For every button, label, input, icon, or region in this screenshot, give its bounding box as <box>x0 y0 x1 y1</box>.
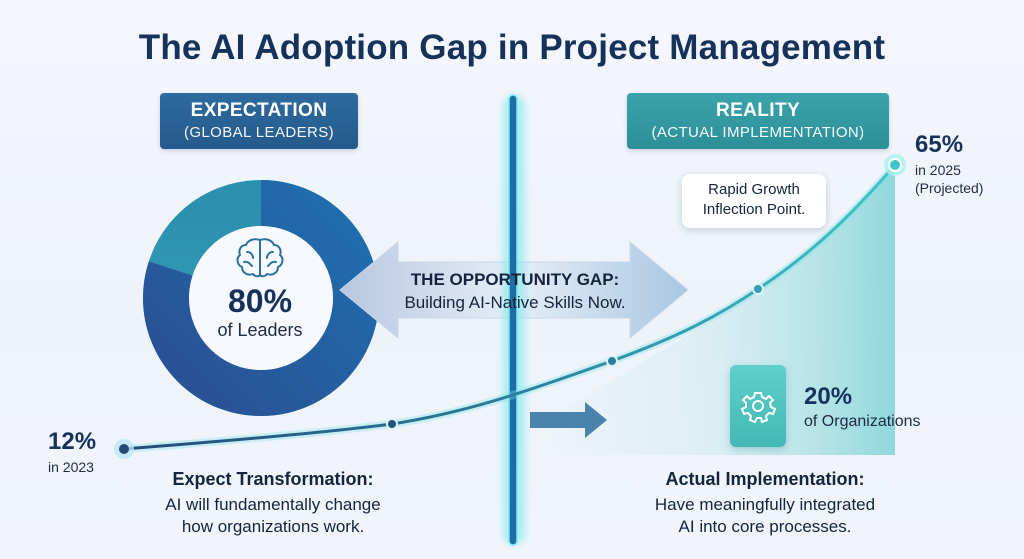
curve-point-start <box>119 444 129 454</box>
expectation-value-label: of Leaders <box>217 320 303 340</box>
brain-icon <box>236 238 284 278</box>
end-label: in 2025 <box>915 162 961 178</box>
expectation-subheading: (GLOBAL LEADERS) <box>183 124 335 141</box>
expectation-badge: EXPECTATION (GLOBAL LEADERS) <box>160 93 358 149</box>
growth-area <box>530 165 895 455</box>
reality-subheading: (ACTUAL IMPLEMENTATION) <box>651 124 865 141</box>
page-title: The AI Adoption Gap in Project Managemen… <box>138 28 886 67</box>
gear-card <box>730 365 786 447</box>
end-note: (Projected) <box>915 180 984 196</box>
arrow-right-icon <box>530 402 607 438</box>
curve-point <box>606 355 618 367</box>
reality-value-label: of Organizations <box>804 413 921 430</box>
inflection-callout: Rapid Growth Inflection Point. <box>682 174 826 228</box>
curve-point <box>752 283 764 295</box>
curve-point <box>386 418 398 430</box>
callout-line1: Rapid Growth <box>708 181 800 198</box>
expectation-heading: EXPECTATION <box>190 100 328 121</box>
expectation-footer-text: AI will fundamentally change how organiz… <box>118 494 428 538</box>
reality-value: 20% <box>804 383 853 410</box>
growth-curve <box>123 164 897 451</box>
reality-footer-heading: Actual Implementation: <box>665 469 865 489</box>
divider-line <box>508 94 518 546</box>
gear-icon <box>740 392 777 424</box>
reality-footer-text: Have meaningfully integrated AI into cor… <box>610 494 920 538</box>
expectation-footer-line1: AI will fundamentally change <box>165 495 381 514</box>
gap-title: THE OPPORTUNITY GAP: <box>410 270 620 289</box>
reality-heading: REALITY <box>715 100 801 121</box>
reality-footer-line2: AI into core processes. <box>678 517 852 536</box>
donut-hole <box>189 226 333 370</box>
callout-line2: Inflection Point. <box>702 201 806 218</box>
expectation-value: 80% <box>227 283 293 319</box>
reality-badge: REALITY (ACTUAL IMPLEMENTATION) <box>627 93 889 149</box>
gap-subtitle: Building AI-Native Skills Now. <box>404 293 626 312</box>
expectation-footer-heading: Expect Transformation: <box>172 469 374 489</box>
start-value: 12% <box>48 428 97 455</box>
end-value: 65% <box>915 131 964 158</box>
start-label: in 2023 <box>48 459 94 475</box>
reality-footer-line1: Have meaningfully integrated <box>654 495 876 514</box>
expectation-footer-line2: how organizations work. <box>181 517 365 536</box>
curve-point-end <box>888 158 902 172</box>
